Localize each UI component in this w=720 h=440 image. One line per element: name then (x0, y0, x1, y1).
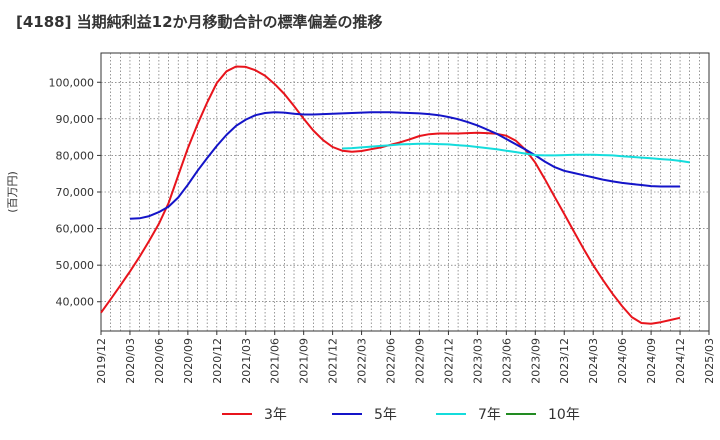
y-axis: 40,000 50,000 60,000 70,000 80,000 90,000 100,… (49, 76, 101, 309)
x-tick-label: 2022/09 (413, 338, 426, 384)
y-tick-label: 40,000 (56, 296, 95, 309)
x-tick-label: 2022/03 (356, 338, 369, 384)
x-tick-label: 2024/12 (674, 338, 687, 384)
y-tick-label: 100,000 (49, 76, 95, 89)
x-tick-label: 2021/03 (240, 338, 253, 384)
x-tick-label: 2022/12 (442, 338, 455, 384)
y-tick-label: 60,000 (56, 223, 95, 236)
x-tick-label: 2024/09 (645, 338, 658, 384)
x-tick-label: 2023/12 (558, 338, 571, 384)
y-tick-label: 70,000 (56, 186, 95, 199)
x-tick-label: 2025/03 (703, 338, 716, 384)
x-tick-label: 2021/09 (298, 338, 311, 384)
y-axis-label: (百万円) (6, 171, 19, 213)
y-tick-label: 90,000 (56, 113, 95, 126)
x-axis: 2019/12 2020/03 2020/06 2020/09 2020/12 2021/… (95, 331, 716, 384)
x-tick-label: 2023/06 (500, 338, 513, 384)
x-tick-label: 2020/03 (124, 338, 137, 384)
x-tick-label: 2023/09 (529, 338, 542, 384)
legend-label-4: 10年 (548, 407, 580, 423)
x-tick-label: 2023/03 (471, 338, 484, 384)
x-tick-label: 2020/06 (153, 338, 166, 384)
x-tick-label: 2020/09 (182, 338, 195, 384)
x-tick-label: 2024/03 (587, 338, 600, 384)
series-line-2 (129, 111, 680, 220)
x-tick-label: 2021/06 (269, 338, 282, 384)
plot-area (100, 52, 710, 332)
y-tick-label: 50,000 (56, 259, 95, 272)
legend: 3年 5年 7年 10年 (222, 407, 580, 423)
x-tick-label: 2020/12 (211, 338, 224, 384)
legend-label-2: 5年 (374, 407, 397, 423)
series-line-3 (342, 142, 690, 164)
x-tick-label: 2024/06 (616, 338, 629, 384)
chart-title: [4188] 当期純利益12か月移動合計の標準偏差の推移 (16, 13, 383, 31)
grid (101, 53, 709, 331)
y-tick-label: 80,000 (56, 149, 95, 162)
legend-label-3: 7年 (478, 407, 501, 423)
series-lines (100, 65, 690, 325)
x-tick-label: 2021/12 (327, 338, 340, 384)
legend-label-1: 3年 (264, 407, 287, 423)
x-tick-label: 2022/06 (385, 338, 398, 384)
x-tick-label: 2019/12 (95, 338, 108, 384)
